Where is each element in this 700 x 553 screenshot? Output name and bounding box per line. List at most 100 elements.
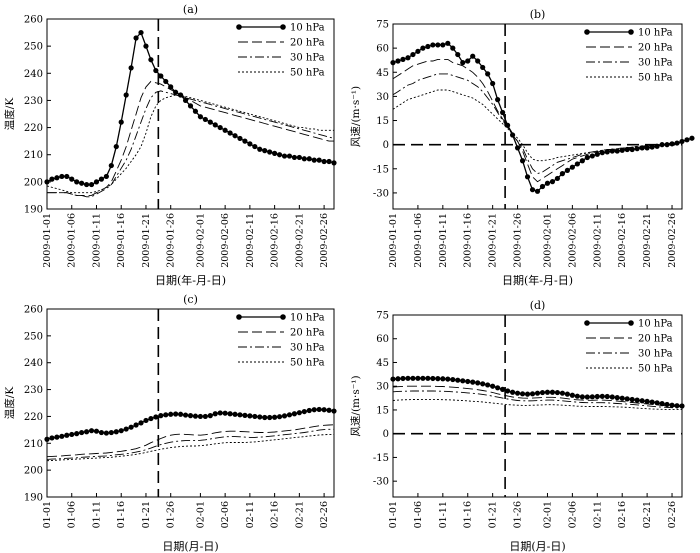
data-point — [326, 407, 332, 413]
data-point — [276, 414, 283, 420]
y-axis-label: 温度/K — [3, 387, 16, 420]
data-point — [524, 174, 531, 180]
data-point — [420, 45, 426, 51]
data-point — [296, 154, 302, 161]
data-point — [187, 103, 194, 109]
data-point — [207, 413, 213, 419]
data-point — [559, 390, 566, 396]
chart-panel-3: (c) 190 200 210 220 230 240 250 260 01-01 01-06 01-… — [3, 293, 337, 553]
data-point — [395, 376, 401, 382]
y-tick-label: -15 — [373, 453, 389, 464]
data-point — [64, 173, 70, 180]
data-point — [564, 167, 570, 173]
data-point — [579, 158, 585, 164]
data-point — [296, 410, 302, 416]
data-point — [485, 382, 491, 388]
data-point — [594, 151, 600, 157]
legend-label: 10 hPa — [638, 28, 673, 39]
data-point — [654, 400, 660, 406]
data-point — [113, 143, 119, 150]
y-tick-label: -30 — [373, 188, 389, 199]
data-point — [93, 428, 100, 434]
data-point — [599, 393, 605, 399]
data-point — [222, 127, 228, 133]
data-point — [242, 412, 248, 418]
legend-label: 20 hPa — [290, 328, 325, 339]
data-point — [133, 35, 139, 41]
y-tick-label: 15 — [376, 405, 389, 416]
data-point — [262, 414, 268, 421]
data-point — [505, 388, 511, 394]
data-point — [262, 148, 268, 154]
data-point — [163, 412, 169, 418]
data-point — [301, 156, 307, 162]
legend-label: 20 hPa — [290, 38, 325, 49]
series-line — [47, 90, 335, 198]
data-point — [227, 130, 233, 136]
data-point — [584, 154, 590, 161]
data-point — [574, 393, 580, 399]
series-10-hpa — [44, 29, 337, 188]
data-point — [242, 138, 248, 144]
data-point — [455, 377, 461, 383]
plot-frame — [392, 23, 683, 210]
data-point — [619, 395, 625, 401]
panel-title: (a) — [183, 3, 198, 16]
data-point — [425, 43, 431, 50]
data-point — [395, 58, 401, 64]
data-point — [49, 176, 55, 182]
data-point — [465, 378, 471, 385]
data-point — [173, 411, 179, 417]
chart-panel-2: (b) -30 -15 0 15 30 45 60 75 2009-01-01 2009-01-06… — [350, 8, 695, 287]
data-point — [93, 179, 100, 185]
y-tick-label: -30 — [373, 477, 389, 488]
data-point — [435, 42, 441, 48]
data-point — [589, 153, 595, 159]
chart-panel-1: (a) 190 200 210 220 230 240 250 260 2009-01-01 200… — [3, 3, 337, 287]
data-point — [79, 180, 85, 186]
x-tick-label: 01-21 — [141, 501, 152, 528]
legend-marker — [280, 314, 286, 320]
data-point — [54, 434, 60, 440]
x-tick-label: 2009-01-06 — [413, 213, 424, 268]
series-line — [47, 80, 334, 196]
data-point — [276, 152, 283, 158]
x-tick-label: 2009-02-16 — [270, 213, 281, 268]
legend-marker — [236, 314, 242, 320]
x-tick-label: 02-26 — [667, 501, 678, 528]
y-tick-label: 15 — [376, 116, 389, 127]
y-tick-label: 45 — [376, 358, 389, 369]
series-line — [392, 89, 682, 162]
y-tick-label: 250 — [24, 42, 43, 53]
data-point — [197, 114, 203, 120]
data-point — [415, 48, 421, 54]
data-point — [64, 432, 70, 438]
data-point — [495, 385, 501, 391]
data-point — [460, 60, 466, 66]
x-tick-label: 02-11 — [592, 501, 603, 528]
x-tick-label: 02-21 — [294, 501, 305, 528]
data-point — [54, 175, 60, 181]
legend: 10 hPa 20 hPa 30 hPa 50 hPa — [236, 313, 325, 369]
data-point — [281, 153, 288, 159]
data-point — [232, 133, 238, 139]
data-point — [574, 161, 580, 167]
data-point — [217, 410, 223, 416]
x-tick-label: 2009-02-01 — [195, 213, 206, 268]
data-point — [148, 415, 154, 422]
x-tick-label: 2009-02-01 — [542, 213, 553, 268]
data-point — [549, 179, 556, 185]
data-point — [500, 386, 506, 392]
data-point — [212, 122, 218, 128]
data-point — [257, 414, 263, 420]
data-point — [49, 435, 55, 441]
y-tick-label: 200 — [24, 177, 43, 188]
data-point — [108, 429, 114, 436]
data-point — [410, 51, 416, 58]
series-30-hpa — [392, 73, 682, 175]
legend-label: 50 hPa — [290, 358, 325, 369]
data-point — [609, 394, 615, 400]
y-tick-label: 200 — [24, 466, 43, 477]
data-point — [316, 157, 322, 163]
data-point — [301, 408, 307, 415]
